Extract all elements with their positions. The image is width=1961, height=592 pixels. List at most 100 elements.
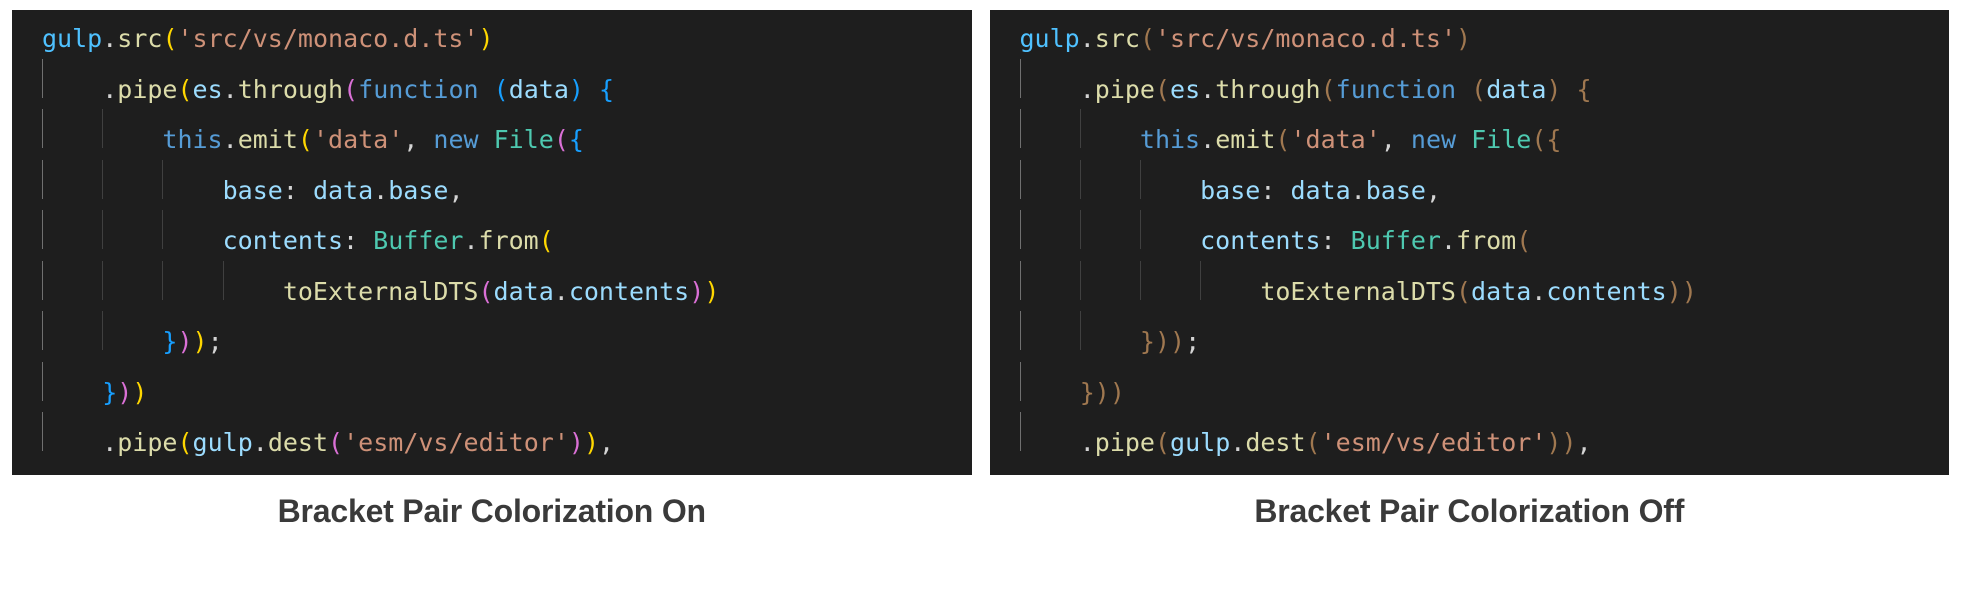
code-token xyxy=(584,75,599,104)
code-token: ( xyxy=(298,125,313,154)
code-token: , xyxy=(448,176,463,205)
code-token: , xyxy=(403,125,433,154)
code-line: contents: Buffer.from( xyxy=(18,210,958,261)
code-token: : xyxy=(283,176,298,205)
code-token: : xyxy=(1321,226,1336,255)
code-token: ) xyxy=(569,428,584,457)
code-token: , xyxy=(1426,176,1441,205)
code-token: . xyxy=(1441,226,1456,255)
code-line: .pipe(gulp.dest('esm/vs/editor')), xyxy=(996,412,1936,463)
indent-guide xyxy=(102,261,162,300)
code-token xyxy=(479,75,494,104)
code-line: base: data.base, xyxy=(18,160,958,211)
code-token: . xyxy=(223,125,238,154)
code-token: through xyxy=(238,75,343,104)
code-token: pipe xyxy=(117,75,177,104)
code-token: ( xyxy=(554,125,569,154)
code-token: ( xyxy=(1531,125,1546,154)
indent-guide xyxy=(42,261,102,300)
code-token: Buffer xyxy=(373,226,463,255)
code-token: data xyxy=(1471,277,1531,306)
code-token: 'data' xyxy=(313,125,403,154)
code-token: new xyxy=(433,125,478,154)
code-token: 'esm/vs/editor' xyxy=(343,428,569,457)
code-token: ( xyxy=(328,428,343,457)
code-editor-right: gulp.src('src/vs/monaco.d.ts').pipe(es.t… xyxy=(990,10,1950,475)
code-token: toExternalDTS xyxy=(1260,277,1456,306)
code-token: dest xyxy=(268,428,328,457)
code-token: data xyxy=(1486,75,1546,104)
code-token: contents xyxy=(223,226,343,255)
code-token xyxy=(1275,176,1290,205)
code-token: File xyxy=(1471,125,1531,154)
code-token: . xyxy=(1080,24,1095,53)
indent-guide xyxy=(162,261,222,300)
code-token: , xyxy=(1577,428,1592,457)
code-token xyxy=(1561,75,1576,104)
indent-guide xyxy=(102,311,162,350)
code-token xyxy=(1456,125,1471,154)
code-token: pipe xyxy=(117,428,177,457)
indent-guide xyxy=(1020,160,1080,199)
code-token: ; xyxy=(208,327,223,356)
indent-guide xyxy=(1080,160,1140,199)
indent-guide xyxy=(42,109,102,148)
code-token: gulp xyxy=(1170,428,1230,457)
indent-guide xyxy=(1020,261,1080,300)
code-token: pipe xyxy=(1095,428,1155,457)
code-token: 'esm/vs/editor' xyxy=(1321,428,1547,457)
code-line: })) xyxy=(18,362,958,413)
indent-guide xyxy=(1140,261,1200,300)
code-line: })) xyxy=(996,362,1936,413)
code-token: Buffer xyxy=(1351,226,1441,255)
code-token: ) xyxy=(1667,277,1682,306)
code-token: ) xyxy=(1546,428,1561,457)
code-token: . xyxy=(1080,75,1095,104)
indent-guide xyxy=(1140,210,1200,249)
indent-guide xyxy=(1020,210,1080,249)
code-token: ( xyxy=(478,277,493,306)
panel-colorization-off: gulp.src('src/vs/monaco.d.ts').pipe(es.t… xyxy=(990,10,1950,530)
code-token: ) xyxy=(569,75,584,104)
code-token: ( xyxy=(177,75,192,104)
code-token: { xyxy=(1546,125,1561,154)
code-token: ( xyxy=(1471,75,1486,104)
code-token: { xyxy=(569,125,584,154)
code-token: src xyxy=(117,24,162,53)
code-token: ( xyxy=(1140,24,1155,53)
code-line: toExternalDTS(data.contents)) xyxy=(18,261,958,312)
code-token: ) xyxy=(584,428,599,457)
indent-guide xyxy=(1080,311,1140,350)
code-token: ( xyxy=(343,75,358,104)
code-token: contents xyxy=(569,277,689,306)
code-token: ) xyxy=(689,277,704,306)
code-token: ( xyxy=(1456,277,1471,306)
code-token: ) xyxy=(479,24,494,53)
indent-guide xyxy=(1020,59,1080,98)
code-token: ( xyxy=(162,24,177,53)
code-token: data xyxy=(494,277,554,306)
code-token: . xyxy=(253,428,268,457)
indent-guide xyxy=(42,362,102,401)
code-token: base xyxy=(1366,176,1426,205)
indent-guide xyxy=(42,59,102,98)
code-token: emit xyxy=(238,125,298,154)
code-token: toExternalDTS xyxy=(283,277,479,306)
code-token: ( xyxy=(494,75,509,104)
code-token: ) xyxy=(117,378,132,407)
code-token: contents xyxy=(1546,277,1666,306)
code-token: function xyxy=(1336,75,1456,104)
code-token: ( xyxy=(1275,125,1290,154)
code-line: contents: Buffer.from( xyxy=(996,210,1936,261)
code-line: this.emit('data', new File({ xyxy=(996,109,1936,160)
code-line: })); xyxy=(996,311,1936,362)
indent-guide xyxy=(102,160,162,199)
code-token: ( xyxy=(539,226,554,255)
code-token: dest xyxy=(1245,428,1305,457)
code-token: es xyxy=(1170,75,1200,104)
code-token: } xyxy=(162,327,177,356)
code-token: function xyxy=(358,75,478,104)
code-token: File xyxy=(494,125,554,154)
indent-guide xyxy=(1020,362,1080,401)
code-token: ( xyxy=(1516,226,1531,255)
